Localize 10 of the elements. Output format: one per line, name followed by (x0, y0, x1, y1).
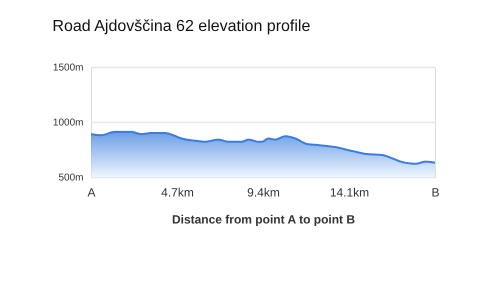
y-tick-label: 1000m (52, 118, 84, 128)
x-axis-title: Distance from point A to point B (172, 212, 356, 226)
x-tick-label: 14.1km (330, 186, 370, 200)
y-tick-label: 1500m (52, 62, 84, 74)
y-tick-label: 500m (58, 172, 84, 184)
x-tick-label: 4.7km (161, 186, 194, 200)
chart-title: Road Ajdovščina 62 elevation profile (52, 18, 310, 35)
x-tick-label: 9.4km (247, 186, 280, 200)
x-tick-label: B (431, 186, 440, 200)
x-tick-label: A (87, 186, 96, 200)
